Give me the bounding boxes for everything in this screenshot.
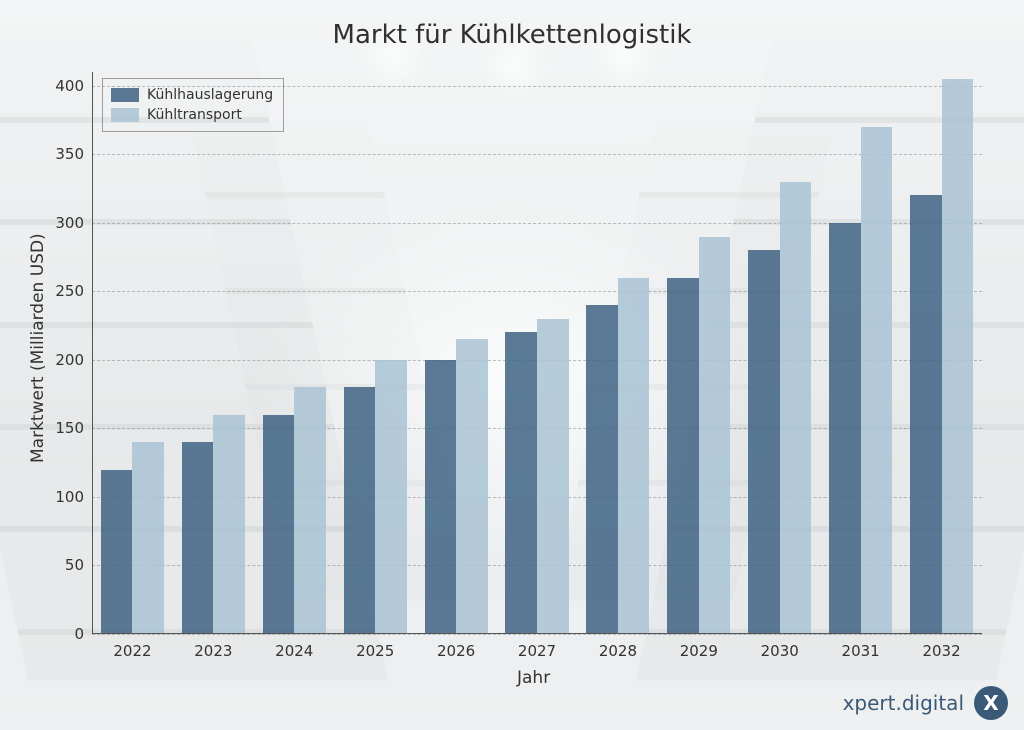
legend-swatch [111, 108, 139, 122]
bar [910, 195, 942, 634]
y-tick-label: 200 [55, 351, 92, 369]
legend-label: Kühlhauslagerung [147, 85, 273, 105]
bar [375, 360, 407, 634]
bar [667, 278, 699, 634]
y-tick-label: 0 [74, 625, 92, 643]
legend: KühlhauslagerungKühltransport [102, 78, 284, 132]
x-tick-label: 2022 [113, 634, 151, 660]
legend-label: Kühltransport [147, 105, 242, 125]
x-tick-label: 2030 [761, 634, 799, 660]
brand-text: xpert.digital [843, 691, 964, 715]
bar [505, 332, 537, 634]
bar [456, 339, 488, 634]
bar [829, 223, 861, 634]
bar [942, 79, 974, 634]
x-tick-label: 2029 [680, 634, 718, 660]
bar [748, 250, 780, 634]
x-tick-label: 2027 [518, 634, 556, 660]
legend-item: Kühlhauslagerung [111, 85, 273, 105]
plot-area: KühlhauslagerungKühltransport 0501001502… [92, 72, 982, 634]
bar [537, 319, 569, 634]
y-tick-label: 300 [55, 214, 92, 232]
bar [182, 442, 214, 634]
bar [263, 415, 295, 634]
bar [344, 387, 376, 634]
brand-logo-icon: X [974, 686, 1008, 720]
bar [586, 305, 618, 634]
legend-swatch [111, 88, 139, 102]
chart-title: Markt für Kühlkettenlogistik [0, 20, 1024, 50]
x-tick-label: 2032 [922, 634, 960, 660]
y-axis-label: Marktwert (Milliarden USD) [28, 233, 48, 463]
bar [861, 127, 893, 634]
x-tick-label: 2023 [194, 634, 232, 660]
bar [699, 237, 731, 635]
bars-layer [92, 72, 982, 634]
x-tick-label: 2024 [275, 634, 313, 660]
y-tick-label: 350 [55, 145, 92, 163]
bar [780, 182, 812, 634]
bar [425, 360, 457, 634]
x-tick-label: 2026 [437, 634, 475, 660]
y-axis [92, 72, 93, 634]
x-tick-label: 2031 [842, 634, 880, 660]
chart-canvas: Markt für Kühlkettenlogistik Kühlhauslag… [0, 0, 1024, 730]
y-tick-label: 150 [55, 419, 92, 437]
y-tick-label: 250 [55, 282, 92, 300]
x-axis-label: Jahr [517, 668, 550, 688]
bar [213, 415, 245, 634]
bar [132, 442, 164, 634]
bar [101, 470, 133, 634]
bar [618, 278, 650, 634]
y-tick-label: 400 [55, 77, 92, 95]
x-tick-label: 2028 [599, 634, 637, 660]
bar [294, 387, 326, 634]
legend-item: Kühltransport [111, 105, 273, 125]
y-tick-label: 100 [55, 488, 92, 506]
y-tick-label: 50 [65, 556, 92, 574]
brand: xpert.digital X [843, 686, 1008, 720]
x-tick-label: 2025 [356, 634, 394, 660]
